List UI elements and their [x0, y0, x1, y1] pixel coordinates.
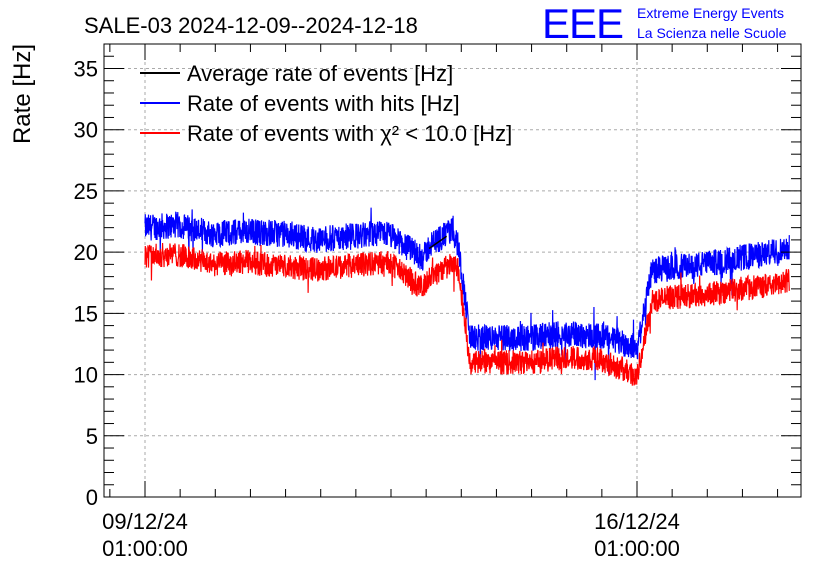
legend-label: Average rate of events [Hz] — [187, 61, 453, 86]
y-tick-label: 20 — [74, 240, 98, 265]
eee-logo: EEE Extreme Energy Events La Scienza nel… — [542, 0, 787, 47]
eee-logo-line1: Extreme Energy Events — [637, 5, 784, 21]
chart-title: SALE-03 2024-12-09--2024-12-18 — [84, 13, 418, 38]
x-tick-label-time: 01:00:00 — [594, 536, 680, 561]
x-tick-label-date: 09/12/24 — [102, 509, 188, 534]
eee-logo-line2: La Scienza nelle Scuole — [637, 25, 787, 41]
y-tick-label: 5 — [86, 424, 98, 449]
series-layer — [144, 207, 790, 386]
y-tick-label: 15 — [74, 301, 98, 326]
grid — [104, 44, 801, 498]
x-tick-label-date: 16/12/24 — [594, 509, 680, 534]
y-tick-label: 35 — [74, 56, 98, 81]
y-tick-label: 10 — [74, 363, 98, 388]
series-line — [144, 242, 790, 386]
legend: Average rate of events [Hz] Rate of event… — [140, 61, 512, 146]
plot-frame — [103, 43, 802, 498]
y-tick-label: 25 — [74, 179, 98, 204]
series-line — [428, 235, 448, 250]
series-line — [144, 207, 790, 381]
y-tick-label: 0 — [86, 485, 98, 510]
legend-label: Rate of events with hits [Hz] — [187, 91, 460, 116]
y-tick-label: 30 — [74, 118, 98, 143]
eee-logo-text: EEE — [542, 0, 623, 47]
x-tick-label-time: 01:00:00 — [102, 536, 188, 561]
axes: 0510152025303509/12/2401:00:0016/12/2401… — [74, 43, 802, 561]
y-axis-label: Rate [Hz] — [9, 44, 36, 144]
legend-label: Rate of events with χ² < 10.0 [Hz] — [187, 121, 512, 146]
